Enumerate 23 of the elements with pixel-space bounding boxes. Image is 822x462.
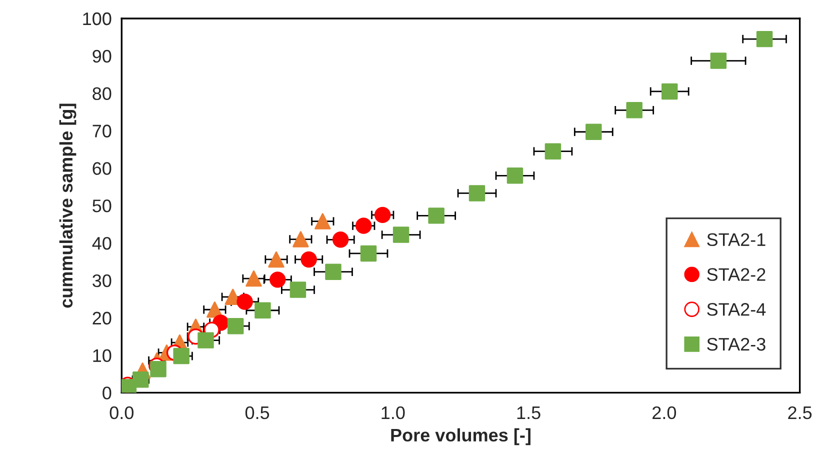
legend-label: STA2-4 (707, 303, 766, 316)
y-tick-label: 60 (92, 162, 112, 175)
legend-label: STA2-3 (707, 338, 766, 351)
x-tick-label: 1.5 (517, 406, 540, 420)
y-tick-label: 0 (102, 386, 112, 400)
x-axis-title: Pore volumes [-] (391, 428, 530, 446)
y-tick-label: 40 (92, 236, 112, 250)
y-axis-title: cummulative sample [g] (59, 104, 76, 308)
y-tick-label: 10 (93, 349, 112, 362)
y-tick-label: 20 (92, 312, 112, 325)
y-tick-label: 50 (92, 200, 112, 212)
legend-label: STA2-2 (707, 268, 766, 281)
y-tick-label: 80 (92, 87, 112, 100)
x-tick-label: 0.0 (110, 406, 134, 420)
x-tick-label: 1.0 (382, 406, 405, 420)
legend-label: STA2-1 (707, 233, 766, 246)
x-tick-label: 0.5 (245, 406, 270, 420)
y-tick-label: 70 (92, 124, 112, 138)
y-tick-label: 100 (83, 12, 112, 26)
x-tick-label: 2.0 (652, 406, 676, 420)
y-tick-label: 90 (92, 50, 112, 63)
x-tick-label: 2.5 (788, 406, 812, 420)
y-tick-label: 30 (92, 274, 112, 288)
